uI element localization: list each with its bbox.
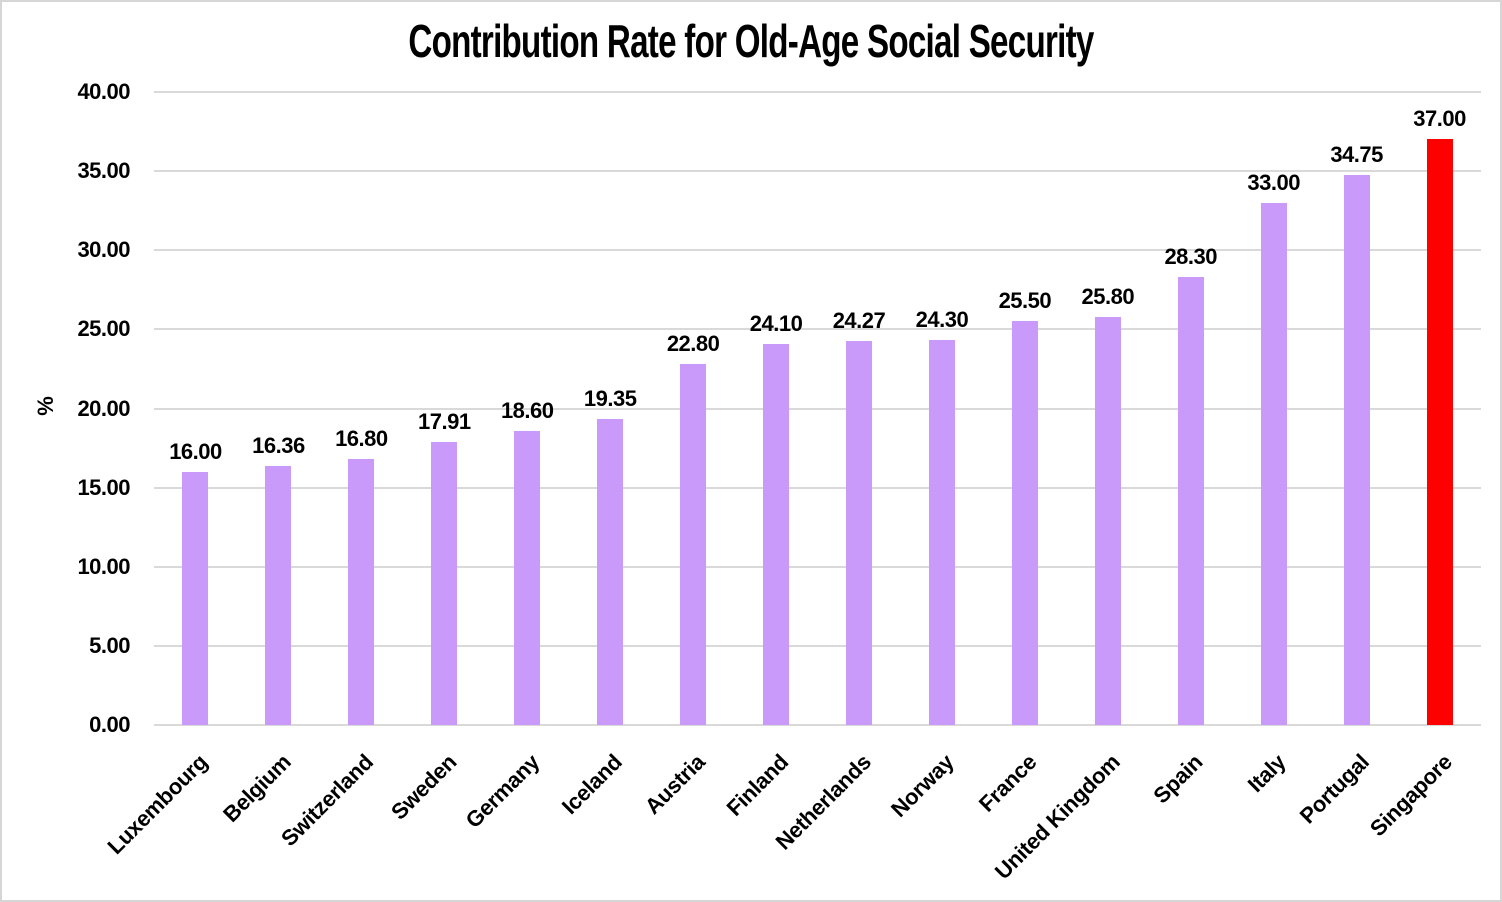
bar-austria xyxy=(680,364,707,725)
bar-value-label: 19.35 xyxy=(583,385,637,411)
bar-value-label: 24.27 xyxy=(832,307,886,333)
y-axis-tick-label: 40.00 xyxy=(77,79,130,104)
bar-value-label: 17.91 xyxy=(418,408,471,434)
x-axis-label: Germany xyxy=(460,749,545,833)
bar-united-kingdom xyxy=(1094,316,1121,725)
gridline xyxy=(154,249,1481,252)
bar-netherlands xyxy=(845,340,872,725)
bar-value-label: 34.75 xyxy=(1330,142,1383,168)
bar-germany xyxy=(514,430,541,725)
x-axis-label: Spain xyxy=(1148,749,1208,809)
gridline xyxy=(154,724,1481,726)
gridline xyxy=(154,644,1481,647)
y-axis-tick-label: 15.00 xyxy=(77,474,130,500)
plot-area: 16.00 16.36 16.80 17.91 18.60 19.35 22.80 24.10… xyxy=(154,91,1481,726)
x-axis-label: Finland xyxy=(721,749,794,821)
bar-value-label: 24.10 xyxy=(749,310,803,336)
bar-belgium xyxy=(265,466,292,725)
bar-switzerland xyxy=(348,459,375,725)
bar-value-label: 25.50 xyxy=(998,288,1052,314)
y-axis-tick-label: 5.00 xyxy=(89,632,130,658)
bar-luxembourg xyxy=(182,471,209,725)
chart-title: Contribution Rate for Old-Age Social Sec… xyxy=(408,15,1094,67)
x-axis-label: Portugal xyxy=(1294,749,1374,829)
y-axis-tick-label: 25.00 xyxy=(77,316,130,342)
x-axis-label: Belgium xyxy=(217,749,296,827)
bar-value-label: 25.80 xyxy=(1081,283,1135,309)
bar-value-label: 33.00 xyxy=(1247,169,1300,195)
bar-value-label: 16.00 xyxy=(169,438,222,464)
bar-value-label: 28.30 xyxy=(1164,244,1217,270)
x-axis-label: Sweden xyxy=(386,749,462,825)
gridline xyxy=(154,407,1481,410)
x-axis-label: Italy xyxy=(1242,749,1291,798)
y-axis-tick-label: 30.00 xyxy=(77,237,130,263)
bar-sweden xyxy=(431,441,458,725)
y-axis-tick-label: 35.00 xyxy=(77,158,130,184)
bar-value-label: 24.30 xyxy=(915,307,969,333)
bar-value-label: 22.80 xyxy=(666,331,720,357)
x-axis-label: Norway xyxy=(886,749,959,822)
bar-norway xyxy=(928,340,955,725)
gridline xyxy=(154,565,1481,568)
bar-portugal xyxy=(1343,175,1370,725)
bar-italy xyxy=(1260,202,1287,725)
gridline xyxy=(154,486,1481,489)
bar-value-label: 37.00 xyxy=(1413,106,1466,132)
bar-singapore xyxy=(1426,139,1453,725)
x-axis-label: Austria xyxy=(640,749,711,820)
x-axis-label: Iceland xyxy=(557,749,628,820)
x-axis-label: France xyxy=(974,749,1042,817)
bar-spain xyxy=(1177,277,1204,725)
y-axis-tick-label: 0.00 xyxy=(89,712,130,737)
x-axis-label: Luxembourg xyxy=(102,749,213,860)
gridline xyxy=(154,170,1481,173)
gridline xyxy=(154,91,1481,93)
bar-value-label: 16.80 xyxy=(335,426,388,452)
bar-france xyxy=(1011,321,1038,725)
bar-finland xyxy=(763,343,790,725)
bar-value-label: 16.36 xyxy=(252,433,305,459)
bar-iceland xyxy=(597,418,624,725)
bar-value-label: 18.60 xyxy=(500,397,554,423)
y-axis-tick-label: 10.00 xyxy=(77,553,130,579)
gridline xyxy=(154,328,1481,331)
x-axis-label: Singapore xyxy=(1364,749,1457,842)
y-axis-tick-label: 20.00 xyxy=(77,395,130,421)
